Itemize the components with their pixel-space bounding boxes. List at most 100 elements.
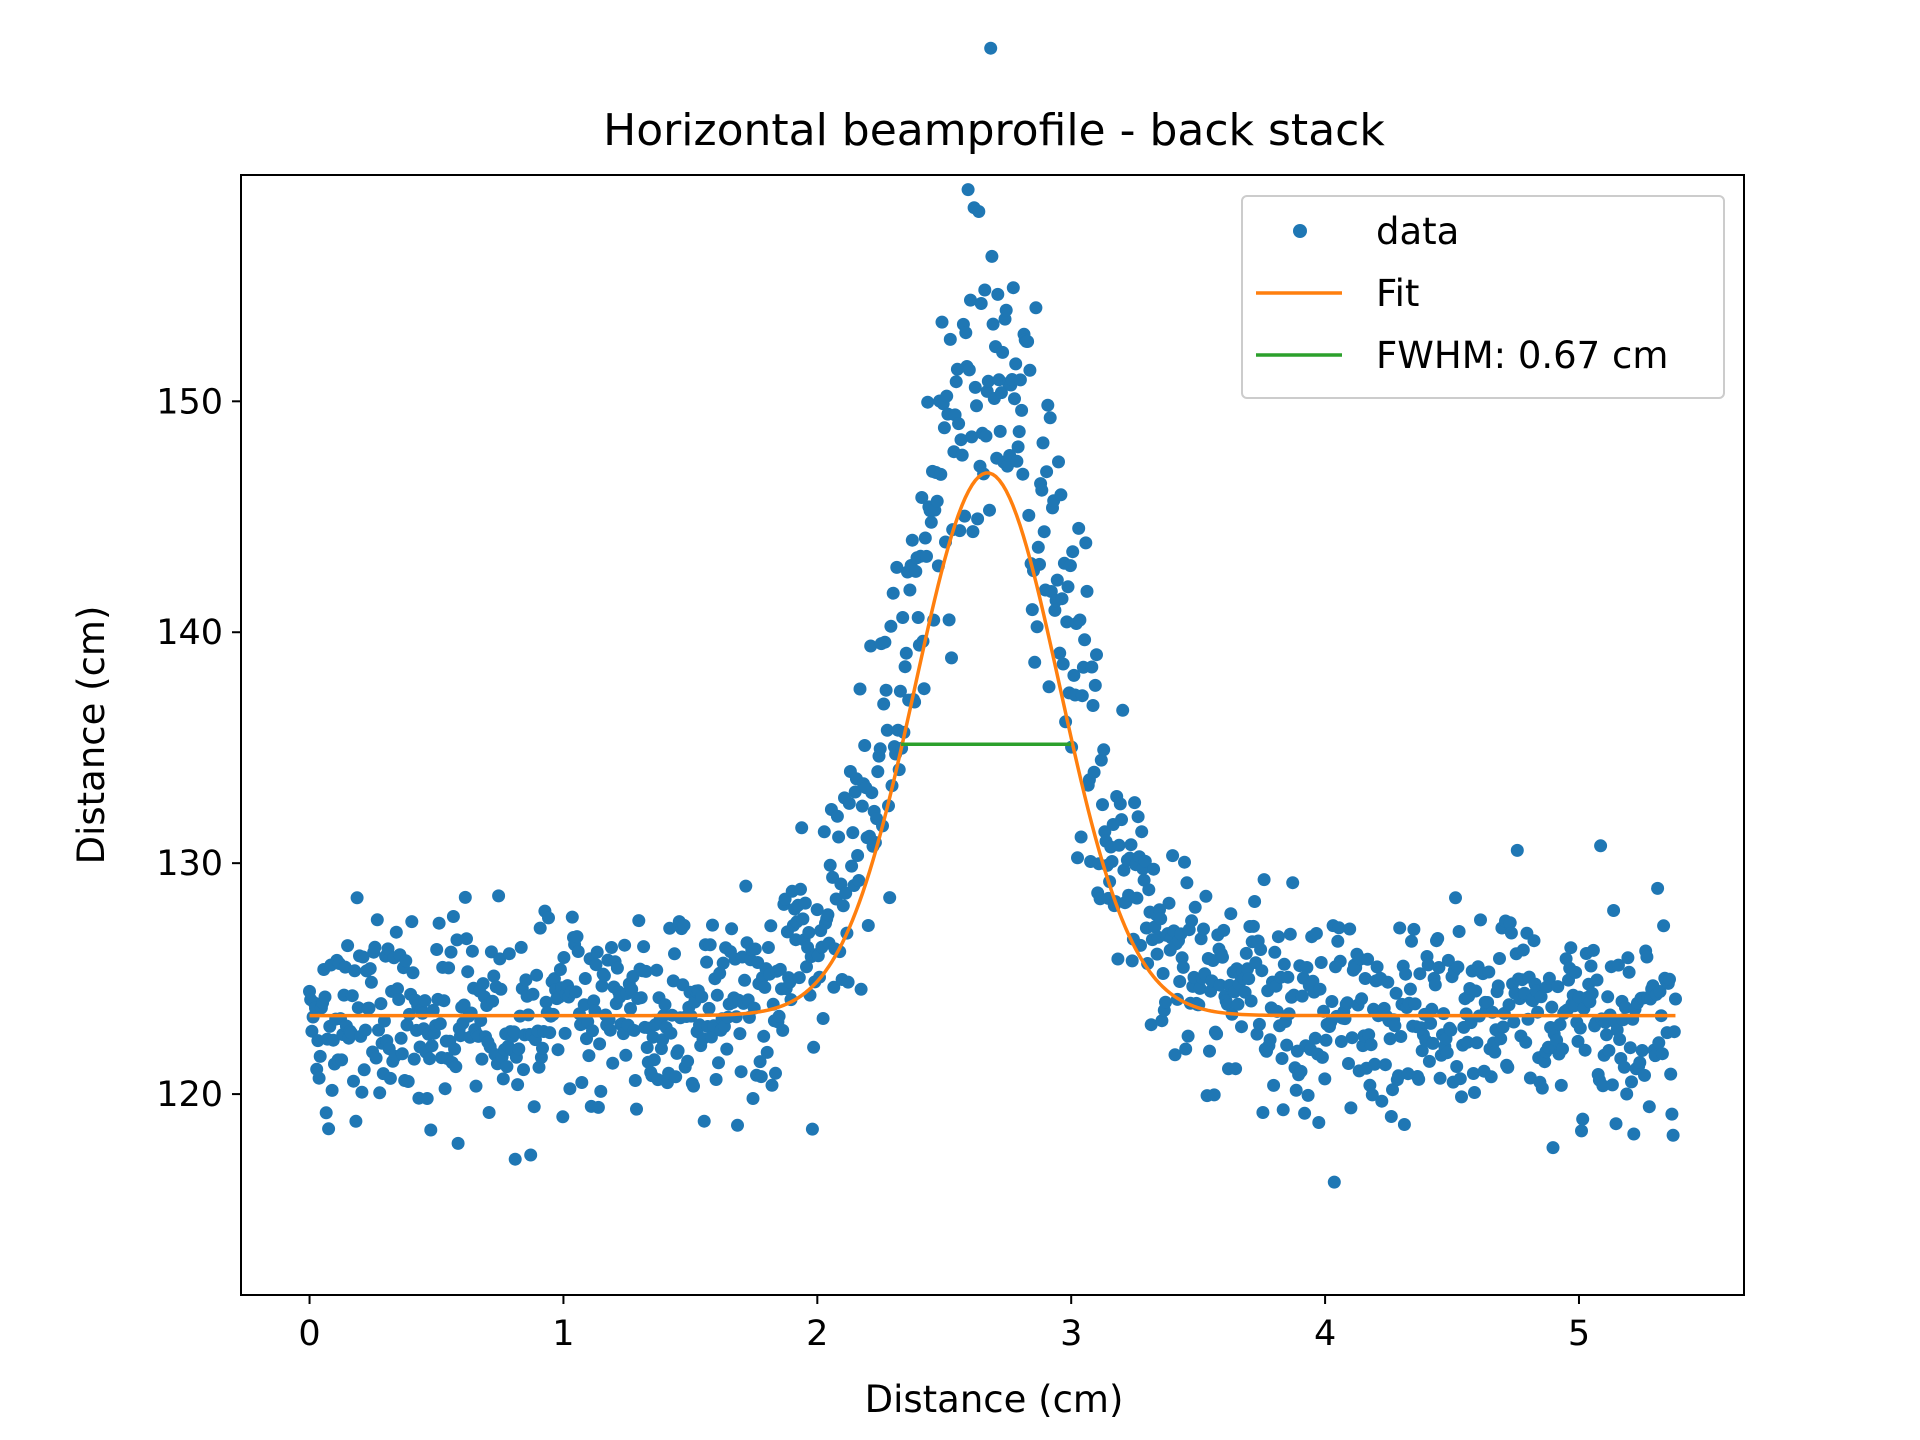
data-point [1313,982,1327,996]
data-point [494,982,508,996]
data-point [1397,1118,1411,1131]
data-point [1496,1020,1510,1034]
data-point [805,1122,819,1136]
data-point [1621,951,1635,965]
data-point [1602,1044,1616,1057]
data-point [514,940,528,954]
data-point [1538,1055,1552,1069]
data-point [983,503,996,517]
data-point [851,849,865,862]
data-point [524,1148,538,1162]
data-point [1453,1072,1467,1086]
data-point [1025,603,1039,617]
data-point [348,964,362,978]
data-point [1664,1067,1678,1081]
data-point [1361,952,1375,966]
data-point [731,1118,744,1132]
data-point [640,1041,654,1054]
data-point [1571,1034,1585,1048]
data-point [1590,973,1604,987]
data-point [527,1100,541,1114]
data-point [1437,1007,1451,1021]
data-point [1277,957,1291,971]
data-point [1254,943,1268,956]
data-point [1444,1023,1458,1037]
data-point [1575,1124,1588,1138]
data-point [383,1071,397,1085]
data-point [374,997,388,1011]
data-point [1428,978,1442,992]
data-point [543,1026,557,1040]
data-point [1617,1060,1631,1074]
data-point [1553,1018,1567,1031]
data-point [821,908,835,922]
data-point [563,1082,577,1096]
data-point [369,1051,383,1065]
data-point [658,998,672,1012]
data-point [1117,863,1131,877]
data-point [1545,1000,1559,1014]
data-point [1502,998,1516,1012]
data-point [461,965,475,979]
data-point [364,975,378,989]
data-point [1611,958,1625,972]
data-point [1491,979,1505,993]
data-point [508,1152,522,1166]
y-tick-label: 140 [156,613,223,653]
data-point [972,205,986,218]
data-point [955,448,969,462]
data-point [911,611,925,624]
data-point [1207,1088,1221,1102]
data-point [1242,972,1256,986]
data-point [569,985,583,999]
data-point [1013,373,1027,387]
data-point [993,424,1007,438]
data-point [968,380,982,394]
data-point [830,809,844,823]
data-point [1168,1048,1182,1062]
data-point [794,882,807,896]
data-point [663,921,677,935]
data-point [1199,889,1213,903]
data-point [1267,1078,1281,1092]
data-point [1124,838,1138,852]
data-point [597,969,611,983]
x-tick-label: 4 [1314,1314,1336,1354]
data-point [1362,1028,1376,1042]
data-point [1286,876,1300,890]
data-point [606,1056,620,1070]
data-point [356,950,370,964]
data-point [1043,411,1057,425]
data-point [571,945,585,958]
data-point [1426,1036,1440,1050]
data-point [511,1078,525,1092]
data-point [565,910,579,924]
data-point [1087,765,1101,779]
data-point [1627,1127,1641,1141]
data-point [1413,967,1427,981]
data-point [899,646,913,660]
data-point [890,560,904,574]
data-point [706,918,719,932]
data-point [325,1083,339,1097]
data-point [619,1048,633,1062]
data-point [1403,982,1417,996]
data-point [1142,883,1156,897]
data-point [1607,904,1621,917]
data-point [418,994,432,1008]
data-point [1432,961,1446,974]
data-point [322,1122,336,1136]
data-point [1468,1086,1481,1099]
data-point [1586,943,1600,957]
data-point [1154,912,1168,926]
data-point [632,914,646,928]
data-point [630,1102,643,1116]
data-point [1079,536,1093,550]
data-point [1298,1106,1312,1120]
data-point [557,951,571,964]
data-point [1217,923,1231,937]
data-point [395,1047,409,1061]
data-point [978,283,992,297]
data-point [817,825,831,839]
data-point [476,977,490,991]
